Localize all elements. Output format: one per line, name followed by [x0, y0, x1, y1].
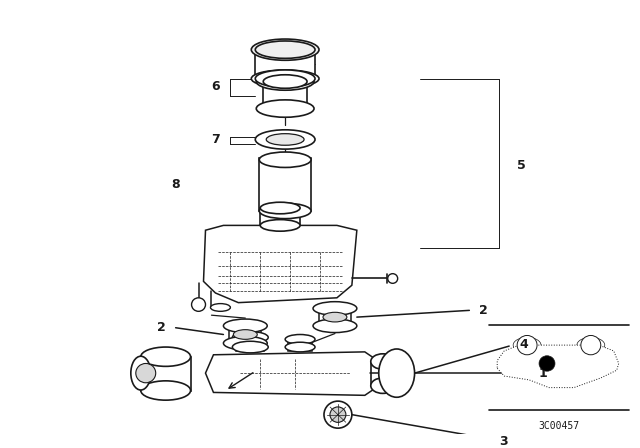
Circle shape	[330, 407, 346, 422]
Circle shape	[324, 401, 352, 428]
Circle shape	[191, 298, 205, 311]
Ellipse shape	[252, 70, 319, 87]
Bar	[229, 326, 261, 343]
Ellipse shape	[260, 220, 300, 231]
Ellipse shape	[256, 73, 314, 90]
Ellipse shape	[141, 347, 191, 366]
Text: 4: 4	[519, 338, 528, 351]
Bar	[236, 337, 264, 351]
Text: 5: 5	[517, 159, 526, 172]
Polygon shape	[497, 345, 619, 388]
Ellipse shape	[131, 356, 151, 390]
Text: 3: 3	[499, 435, 508, 448]
Ellipse shape	[263, 102, 307, 115]
Circle shape	[517, 336, 537, 355]
Polygon shape	[204, 225, 357, 303]
Text: 2: 2	[479, 304, 488, 317]
Ellipse shape	[371, 354, 395, 369]
Polygon shape	[205, 352, 375, 395]
Ellipse shape	[313, 319, 357, 332]
Circle shape	[388, 274, 397, 283]
Ellipse shape	[255, 70, 315, 87]
Bar	[255, 50, 315, 79]
Ellipse shape	[232, 341, 268, 353]
Text: 6: 6	[211, 80, 220, 93]
Ellipse shape	[263, 75, 307, 88]
Text: 1: 1	[539, 366, 548, 379]
Circle shape	[136, 363, 156, 383]
Bar	[371, 362, 395, 386]
Ellipse shape	[141, 381, 191, 400]
Text: 2: 2	[157, 321, 166, 334]
Bar	[319, 308, 351, 326]
Circle shape	[539, 356, 555, 371]
Ellipse shape	[255, 41, 315, 58]
Ellipse shape	[260, 202, 300, 214]
Text: 3C00457: 3C00457	[538, 422, 580, 431]
Bar	[263, 82, 307, 108]
Ellipse shape	[256, 100, 314, 117]
Text: 7: 7	[211, 133, 220, 146]
Circle shape	[581, 336, 601, 355]
Ellipse shape	[285, 335, 315, 344]
Ellipse shape	[313, 302, 357, 315]
Ellipse shape	[266, 134, 304, 145]
Ellipse shape	[259, 203, 311, 219]
Text: 8: 8	[172, 178, 180, 191]
Bar	[260, 208, 300, 225]
Ellipse shape	[255, 130, 315, 149]
Bar	[288, 339, 312, 351]
Bar	[141, 357, 191, 391]
Ellipse shape	[252, 39, 319, 60]
Ellipse shape	[223, 319, 268, 332]
Ellipse shape	[223, 336, 268, 350]
Ellipse shape	[232, 332, 268, 343]
Ellipse shape	[323, 312, 347, 322]
Ellipse shape	[371, 378, 395, 393]
Ellipse shape	[379, 349, 415, 397]
Ellipse shape	[513, 337, 541, 353]
Ellipse shape	[285, 342, 315, 352]
Ellipse shape	[234, 330, 257, 339]
Ellipse shape	[577, 337, 605, 353]
Bar	[259, 158, 311, 211]
Ellipse shape	[211, 304, 230, 311]
Ellipse shape	[259, 152, 311, 168]
